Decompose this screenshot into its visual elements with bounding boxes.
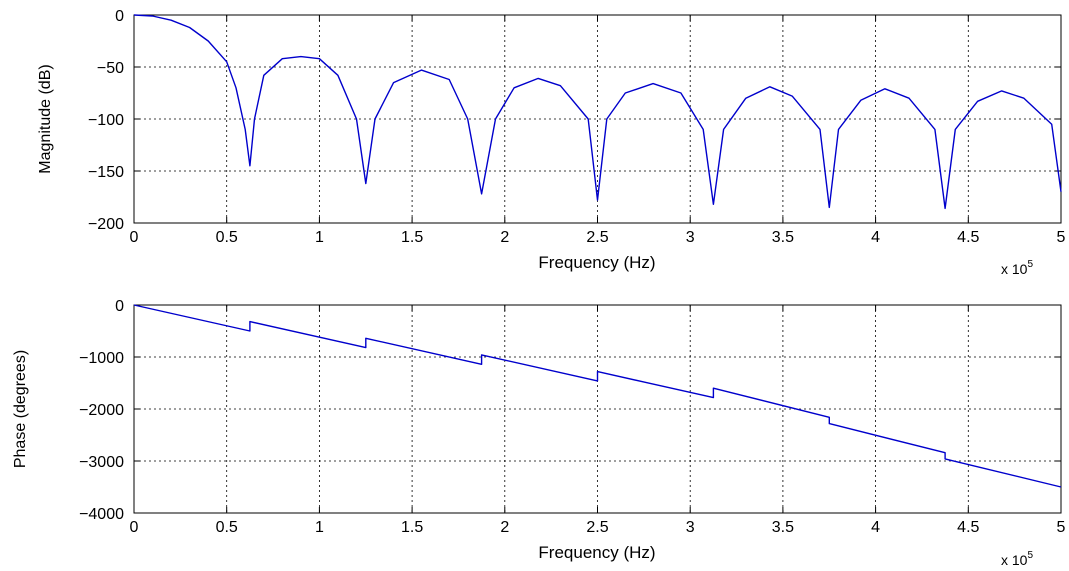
magnitude-x-multiplier-base: x 10 (1001, 261, 1028, 277)
phase-ticks (133, 304, 1062, 514)
magnitude-y-tick-label: −200 (88, 216, 124, 233)
magnitude-ticks (133, 14, 1062, 224)
phase-tick-labels: 0 0.5 1 1.5 2 2.5 3 3.5 4 4.5 5 0 −1000 −2000 −3000 −40… (79, 298, 1065, 536)
magnitude-x-multiplier: x 105 (1001, 259, 1033, 277)
phase-x-tick-label: 0.5 (216, 519, 238, 536)
magnitude-x-multiplier-exponent: 5 (1027, 259, 1033, 270)
phase-y-axis-label: Phase (degrees) (12, 350, 29, 468)
phase-y-tick-label: −3000 (79, 454, 124, 471)
phase-x-tick-label: 2.5 (586, 519, 608, 536)
phase-y-tick-label: 0 (115, 298, 124, 315)
magnitude-x-tick-label: 0.5 (216, 229, 238, 246)
magnitude-y-axis-label: Magnitude (dB) (37, 64, 54, 173)
magnitude-tick-labels: 0 0.5 1 1.5 2 2.5 3 3.5 4 4.5 5 0 −50 −100 −150 −200 (88, 8, 1066, 246)
phase-x-tick-label: 3.5 (772, 519, 794, 536)
phase-x-tick-label: 2 (500, 519, 509, 536)
phase-plot: 0 0.5 1 1.5 2 2.5 3 3.5 4 4.5 5 0 −1000 −2000 −3000 −40… (12, 298, 1066, 568)
magnitude-y-tick-label: −50 (97, 60, 124, 77)
magnitude-series-line (133, 14, 1062, 210)
phase-x-multiplier-exponent: 5 (1027, 550, 1033, 561)
magnitude-x-tick-label: 0 (130, 229, 139, 246)
magnitude-x-tick-label: 3 (686, 229, 695, 246)
phase-series-line (133, 304, 1062, 488)
magnitude-y-tick-label: 0 (115, 8, 124, 25)
magnitude-x-axis-label: Frequency (Hz) (538, 253, 655, 272)
magnitude-plot: 0 0.5 1 1.5 2 2.5 3 3.5 4 4.5 5 0 −50 −100 −150 −200 Fr… (37, 8, 1066, 277)
phase-series (133, 304, 1062, 488)
magnitude-x-tick-label: 4.5 (957, 229, 979, 246)
magnitude-series (133, 14, 1062, 210)
magnitude-x-tick-label: 4 (871, 229, 880, 246)
magnitude-x-tick-label: 2.5 (586, 229, 608, 246)
magnitude-x-tick-label: 1.5 (401, 229, 423, 246)
phase-x-tick-label: 4.5 (957, 519, 979, 536)
magnitude-y-tick-label: −150 (88, 164, 124, 181)
phase-grid (134, 305, 1061, 513)
phase-x-tick-label: 5 (1057, 519, 1066, 536)
phase-x-tick-label: 3 (686, 519, 695, 536)
phase-x-tick-label: 4 (871, 519, 880, 536)
phase-x-tick-label: 0 (130, 519, 139, 536)
magnitude-x-tick-label: 1 (315, 229, 324, 246)
magnitude-x-tick-label: 2 (500, 229, 509, 246)
phase-x-multiplier: x 105 (1001, 550, 1033, 568)
phase-x-multiplier-base: x 10 (1001, 552, 1028, 568)
phase-y-tick-label: −4000 (79, 506, 124, 523)
phase-x-tick-label: 1.5 (401, 519, 423, 536)
magnitude-y-tick-label: −100 (88, 112, 124, 129)
magnitude-grid (134, 15, 1061, 223)
magnitude-x-tick-label: 3.5 (772, 229, 794, 246)
phase-y-tick-label: −2000 (79, 402, 124, 419)
phase-x-tick-label: 1 (315, 519, 324, 536)
magnitude-x-tick-label: 5 (1057, 229, 1066, 246)
phase-x-axis-label: Frequency (Hz) (538, 543, 655, 562)
phase-y-tick-label: −1000 (79, 350, 124, 367)
